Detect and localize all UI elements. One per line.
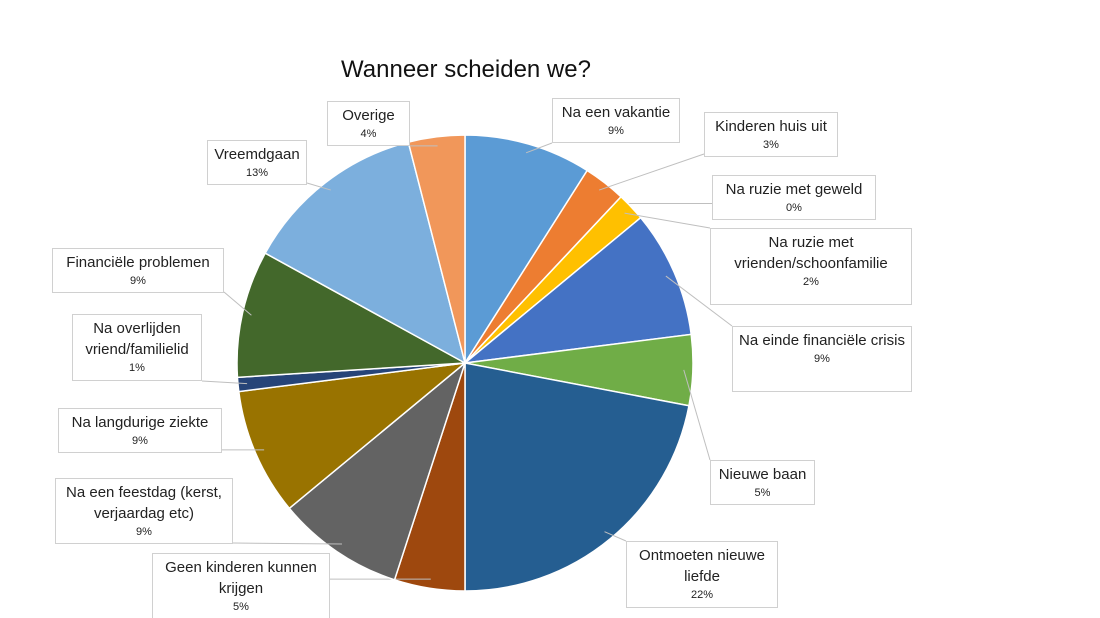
category-label: Na einde financiële crisis [739,332,905,349]
category-label: Financiële problemen [66,254,210,271]
leader-line [306,182,331,191]
data-label: Overige 4% [327,101,410,146]
value-label: 9% [132,435,148,447]
leader-line [525,142,553,154]
category-label: Na ruzie met geweld [725,181,863,198]
pie-slice [288,360,467,581]
leader-line [604,531,627,542]
pie-slice [236,252,468,379]
data-label: Na een feestdag (kerst, verjaardag etc) 9… [55,478,233,544]
pie-slice [462,216,693,365]
data-label: Financiële problemen 9% [52,248,224,293]
leader-line [683,369,711,461]
category-label: Vreemdgaan [214,146,300,163]
leader-line [223,291,252,316]
leader-line [624,212,711,229]
category-label: Kinderen huis uit [715,118,827,135]
value-label: 2% [803,276,819,288]
value-label: 5% [233,601,249,613]
data-label: Ontmoeten nieuwe liefde 22% [626,541,778,608]
data-label: Na een vakantie 9% [552,98,680,143]
leader-line [665,275,733,327]
value-label: 9% [608,125,624,137]
data-label: Nieuwe baan 5% [710,460,815,505]
value-label: 9% [130,275,146,287]
category-label: Na langdurige ziekte [71,414,209,431]
data-label: Geen kinderen kunnen krijgen 5% [152,553,330,618]
value-label: 4% [360,128,377,140]
category-label: Geen kinderen kunnen krijgen [165,559,317,597]
pie-slice [264,141,467,365]
value-label: 13% [245,167,269,179]
data-label: Na langdurige ziekte 9% [58,408,222,453]
value-label: 9% [814,353,830,365]
data-label: Vreemdgaan 13% [207,140,307,185]
data-label: Na overlijden vriend/familielid 1% [72,314,202,381]
value-label: 22% [690,589,714,601]
data-label: Na ruzie met vrienden/schoonfamilie 2% [710,228,912,305]
value-label: 5% [754,487,771,499]
category-label: Na een feestdag (kerst, verjaardag etc) [66,484,222,522]
data-label: Kinderen huis uit 3% [704,112,838,157]
category-label: Ontmoeten nieuwe liefde [639,547,765,585]
leader-line [232,542,342,545]
value-label: 0% [786,202,802,214]
value-label: 3% [763,139,779,151]
category-label: Na ruzie met vrienden/schoonfamilie [734,234,888,272]
category-label: Overige [342,107,395,124]
category-label: Na een vakantie [561,104,671,121]
pie-slice [464,134,589,366]
pie-slice [464,362,690,592]
data-label: Na ruzie met geweld 0% [712,175,876,220]
value-label: 1% [129,362,145,374]
leader-line [598,153,705,191]
category-label: Na overlijden vriend/familielid [85,320,189,358]
data-label: Na einde financiële crisis 9% [732,326,912,392]
pie-slice [237,361,468,510]
chart-title: Wanneer scheiden we? [341,56,591,83]
leader-line [201,380,248,385]
value-label: 9% [136,526,152,538]
category-label: Nieuwe baan [718,466,807,483]
